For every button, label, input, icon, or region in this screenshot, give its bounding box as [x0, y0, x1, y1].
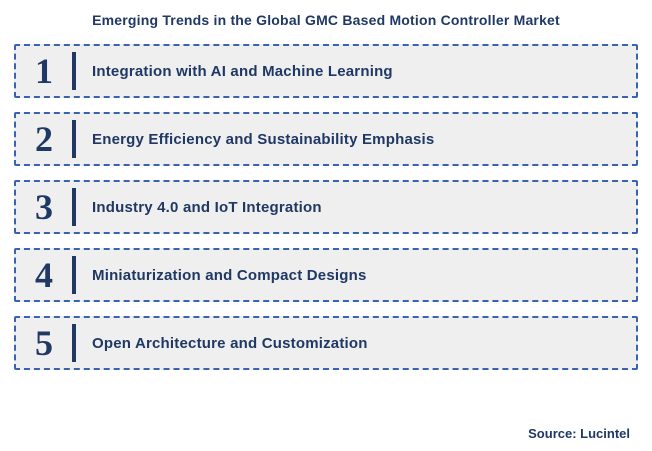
trend-row-3: 3 Industry 4.0 and IoT Integration — [14, 180, 638, 234]
trend-number: 4 — [35, 255, 53, 295]
trend-number: 1 — [35, 51, 53, 91]
source-label: Source: Lucintel — [528, 426, 630, 441]
vertical-divider — [72, 324, 76, 362]
vertical-divider — [72, 120, 76, 158]
trend-number: 3 — [35, 187, 53, 227]
trend-label: Industry 4.0 and IoT Integration — [92, 198, 322, 216]
trend-label: Integration with AI and Machine Learning — [92, 62, 393, 80]
trend-number: 5 — [35, 323, 53, 363]
trend-row-2: 2 Energy Efficiency and Sustainability E… — [14, 112, 638, 166]
trend-row-4: 4 Miniaturization and Compact Designs — [14, 248, 638, 302]
vertical-divider — [72, 256, 76, 294]
trend-list: 1 Integration with AI and Machine Learni… — [0, 44, 652, 370]
page-title: Emerging Trends in the Global GMC Based … — [92, 12, 560, 28]
trend-label: Miniaturization and Compact Designs — [92, 266, 367, 284]
trend-label: Open Architecture and Customization — [92, 334, 368, 352]
vertical-divider — [72, 188, 76, 226]
trend-label: Energy Efficiency and Sustainability Emp… — [92, 130, 435, 148]
trend-number: 2 — [35, 119, 53, 159]
vertical-divider — [72, 52, 76, 90]
trend-row-5: 5 Open Architecture and Customization — [14, 316, 638, 370]
trend-row-1: 1 Integration with AI and Machine Learni… — [14, 44, 638, 98]
